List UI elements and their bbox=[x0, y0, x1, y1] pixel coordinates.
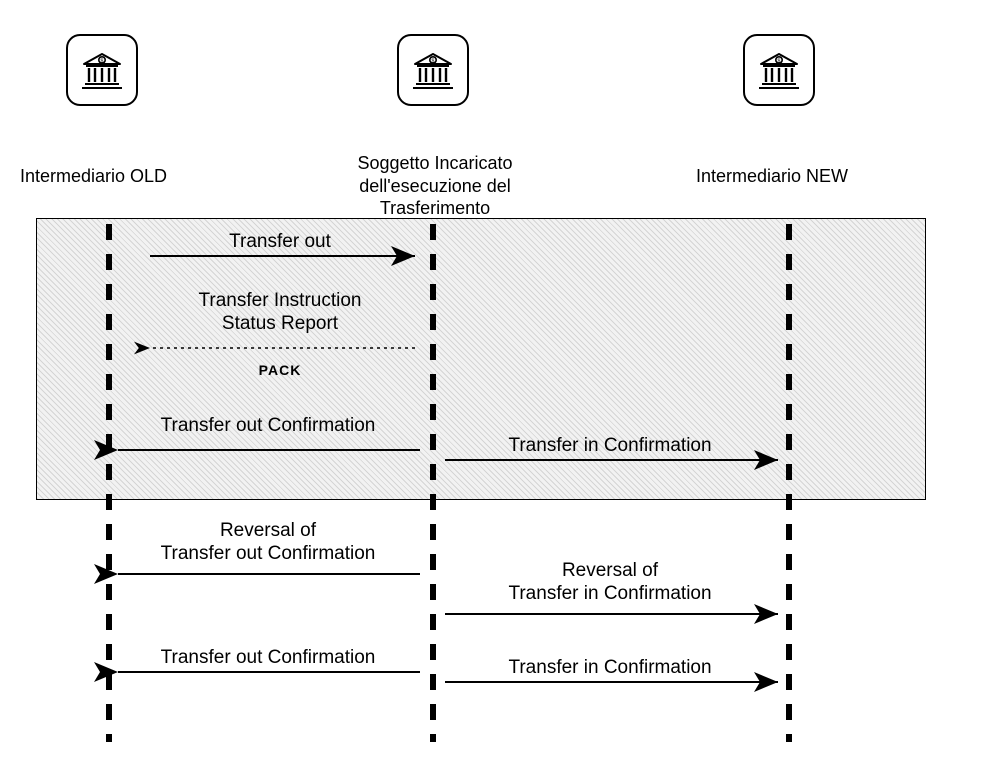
label-reversal-in: Reversal ofTransfer in Confirmation bbox=[470, 560, 750, 606]
actor-label-new: Intermediario NEW bbox=[696, 165, 848, 188]
label-transfer-out-conf-2: Transfer out Confirmation bbox=[128, 647, 408, 670]
label-status-report: Transfer InstructionStatus Report bbox=[140, 290, 420, 336]
label-transfer-in-conf-2: Transfer in Confirmation bbox=[470, 657, 750, 680]
bank-dollar-icon bbox=[80, 48, 124, 92]
bank-dollar-icon bbox=[411, 48, 455, 92]
actor-box-new bbox=[743, 34, 815, 106]
actor-box-mid bbox=[397, 34, 469, 106]
actor-label-old: Intermediario OLD bbox=[20, 165, 167, 188]
actor-box-old bbox=[66, 34, 138, 106]
label-transfer-out-conf: Transfer out Confirmation bbox=[128, 415, 408, 438]
label-pack: PACK bbox=[140, 362, 420, 379]
label-reversal-out: Reversal ofTransfer out Confirmation bbox=[128, 520, 408, 566]
sequence-diagram-canvas: $ I bbox=[0, 0, 984, 780]
label-transfer-out: Transfer out bbox=[140, 231, 420, 254]
label-transfer-in-conf: Transfer in Confirmation bbox=[470, 435, 750, 458]
actor-label-mid: Soggetto Incaricatodell'esecuzione delTr… bbox=[345, 152, 525, 220]
bank-dollar-icon bbox=[757, 48, 801, 92]
